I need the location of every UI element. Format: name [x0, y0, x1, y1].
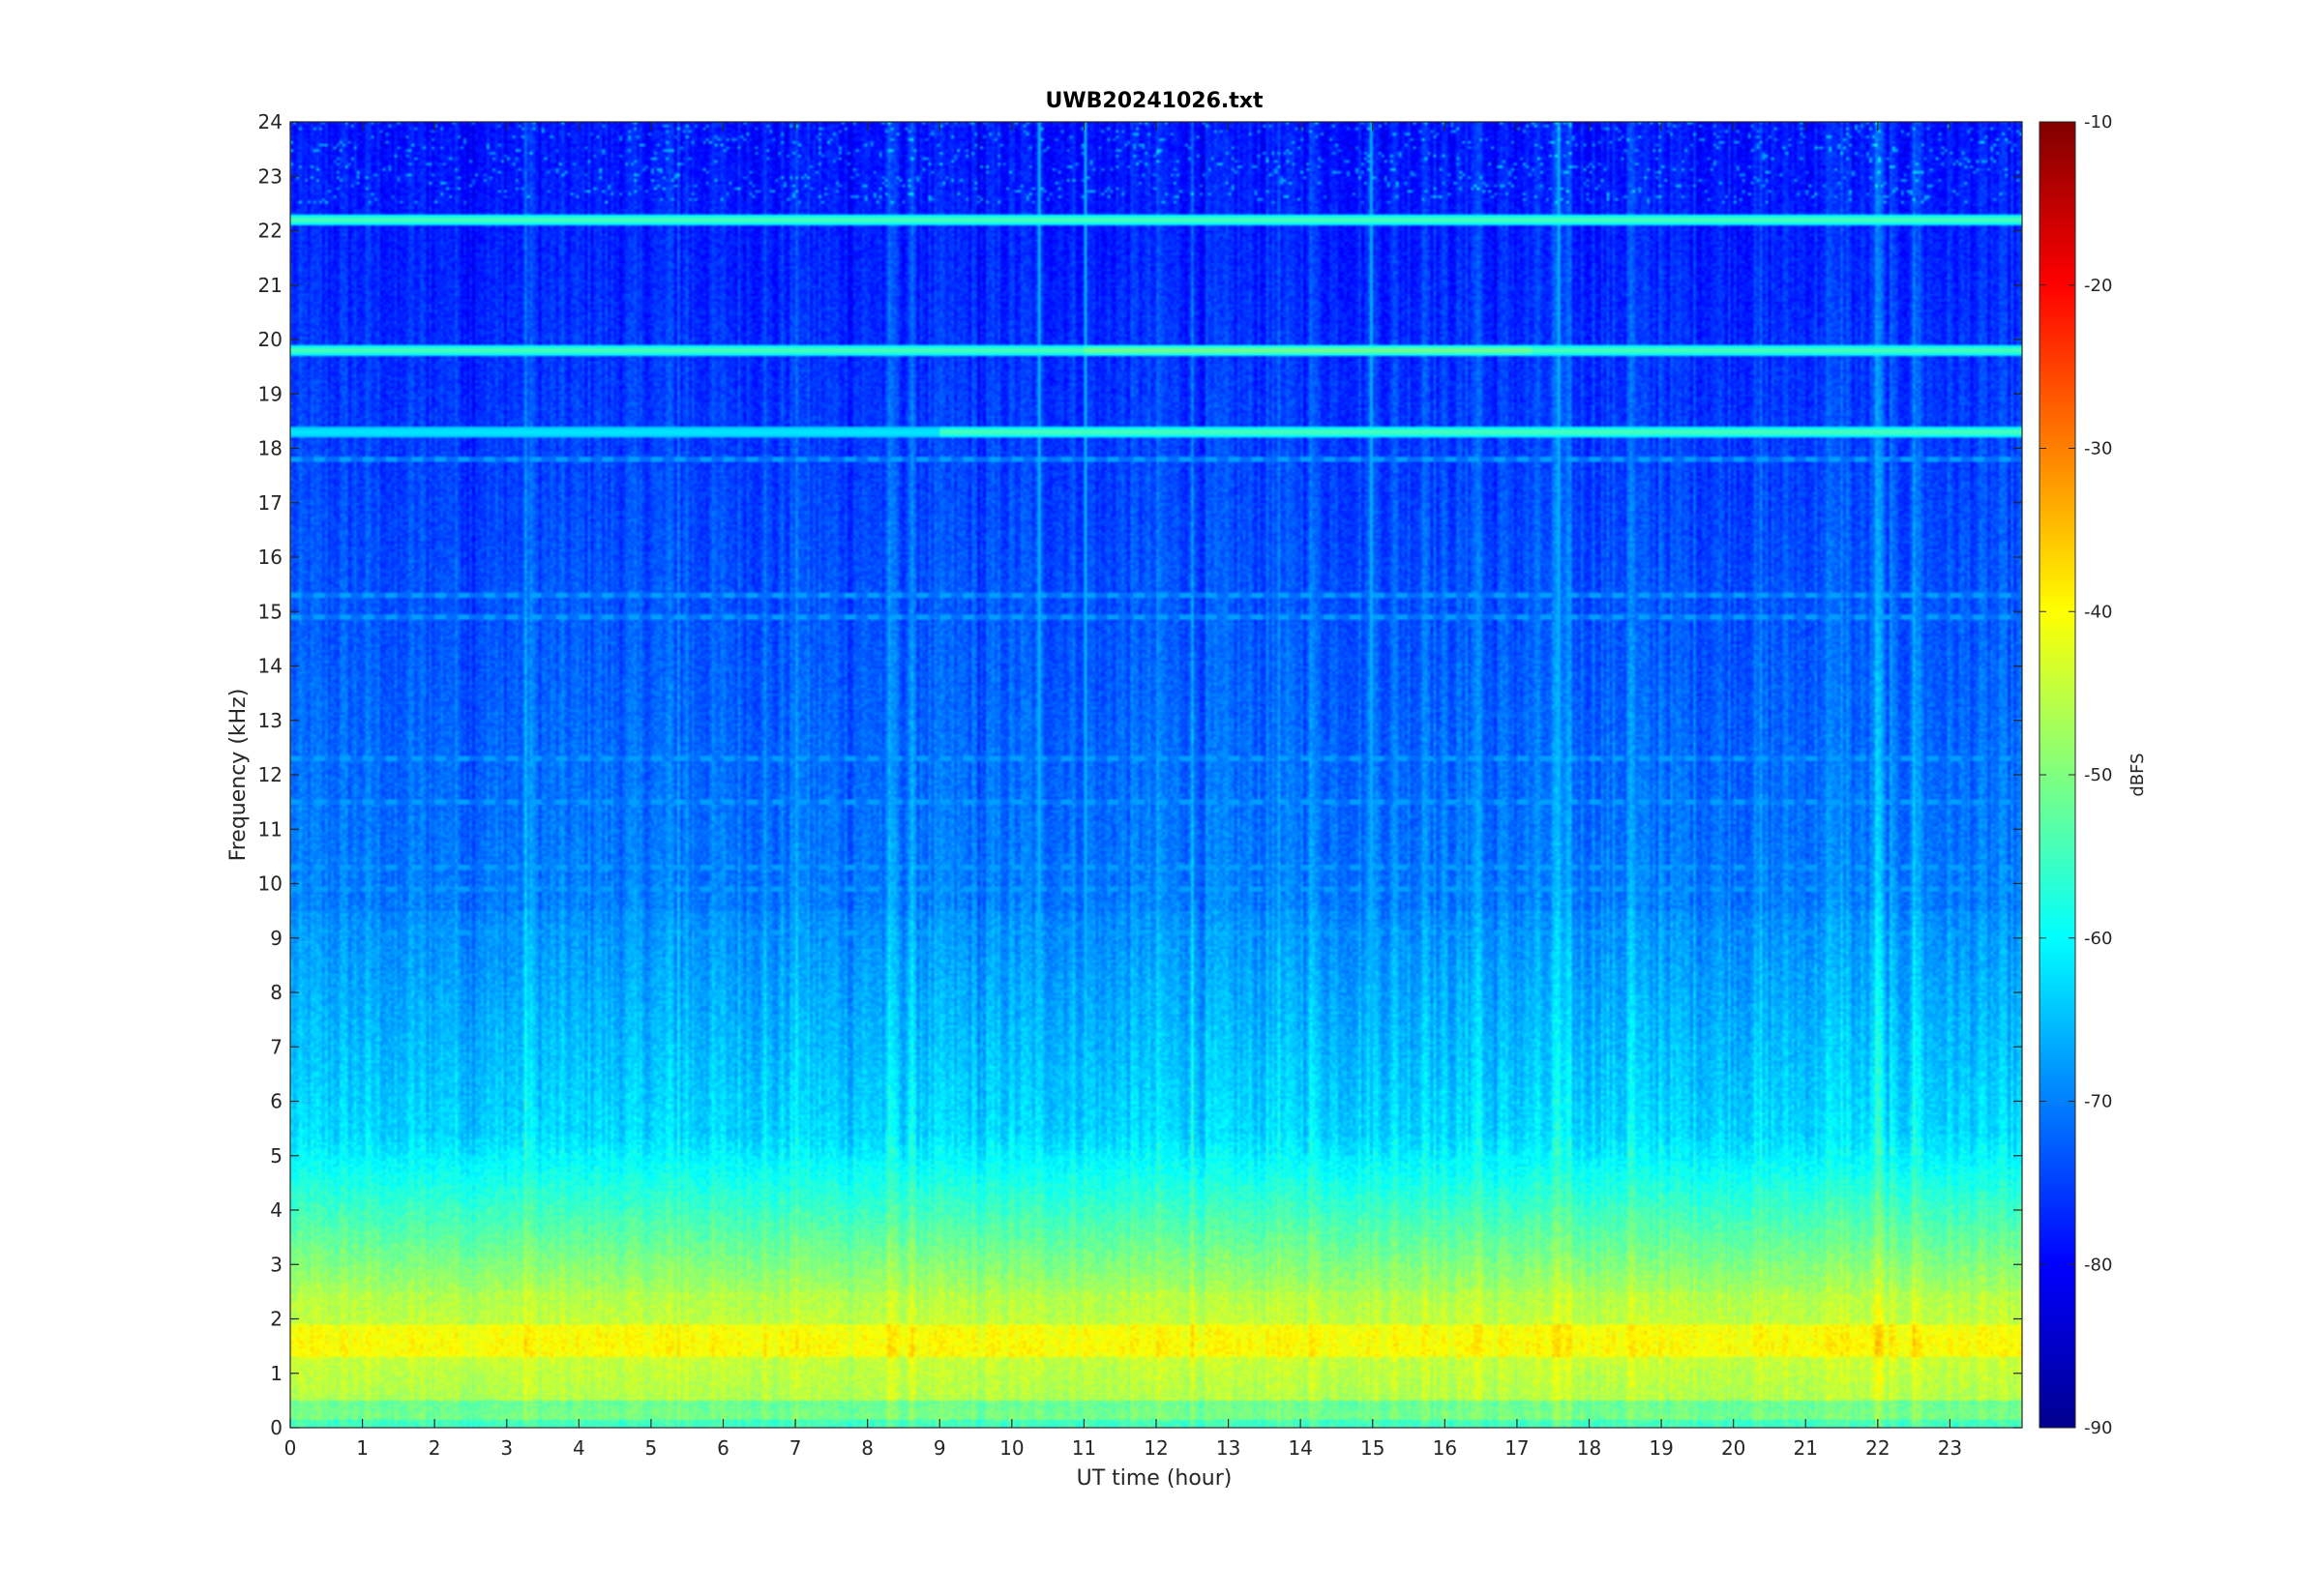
x-tick-label: 13: [1216, 1436, 1240, 1460]
y-tick-label: 9: [270, 927, 283, 950]
y-tick-label: 6: [270, 1090, 283, 1113]
x-tick-label: 2: [429, 1436, 441, 1460]
colorbar-tick-label: -90: [2084, 1418, 2112, 1438]
y-tick-label: 17: [258, 491, 283, 515]
x-tick-label: 21: [1794, 1436, 1818, 1460]
x-tick-label: 7: [789, 1436, 802, 1460]
x-tick-label: 16: [1433, 1436, 1457, 1460]
colorbar-tick-label: -20: [2084, 276, 2112, 296]
x-tick-label: 1: [356, 1436, 369, 1460]
colorbar-tick-label: -50: [2084, 765, 2112, 785]
y-tick-label: 2: [270, 1308, 283, 1331]
y-tick-label: 12: [258, 763, 283, 786]
chart-title: UWB20241026.txt: [1046, 89, 1264, 113]
y-tick-label: 11: [258, 817, 283, 841]
y-tick-label: 24: [258, 110, 283, 133]
y-tick-label: 4: [270, 1198, 283, 1222]
colorbar-tick-label: -60: [2084, 929, 2112, 949]
x-tick-label: 8: [861, 1436, 874, 1460]
x-tick-label: 10: [999, 1436, 1024, 1460]
y-tick-label: 0: [270, 1416, 283, 1439]
x-tick-label: 9: [934, 1436, 946, 1460]
colorbar-tick-label: -70: [2084, 1092, 2112, 1112]
y-tick-label: 7: [270, 1035, 283, 1058]
x-tick-label: 23: [1938, 1436, 1962, 1460]
y-tick-label: 13: [258, 709, 283, 732]
x-axis: 0 1 2 3 4 5 6 7 8 9 10 11 12 13 14 15 16 17 18 19 20 21 22 23: [284, 122, 1962, 1460]
x-tick-label: 4: [573, 1436, 585, 1460]
x-tick-label: 17: [1504, 1436, 1529, 1460]
x-tick-label: 18: [1577, 1436, 1601, 1460]
x-tick-label: 19: [1649, 1436, 1673, 1460]
y-tick-label: 16: [258, 546, 283, 569]
colorbar-tick-label: -40: [2084, 602, 2112, 622]
x-tick-label: 14: [1288, 1436, 1312, 1460]
y-tick-label: 18: [258, 437, 283, 460]
y-tick-label: 19: [258, 382, 283, 405]
y-tick-label: 1: [270, 1362, 283, 1385]
y-tick-label: 14: [258, 655, 283, 678]
x-tick-label: 5: [645, 1436, 658, 1460]
x-tick-label: 12: [1144, 1436, 1168, 1460]
x-tick-label: 6: [717, 1436, 729, 1460]
x-tick-label: 22: [1865, 1436, 1890, 1460]
y-tick-label: 22: [258, 220, 283, 243]
spectrogram-heatmap: [290, 122, 2022, 1428]
y-tick-label: 10: [258, 872, 283, 896]
x-axis-label: UT time (hour): [1077, 1466, 1233, 1491]
y-axis-label: Frequency (kHz): [226, 689, 251, 862]
colorbar-tick-label: -10: [2084, 112, 2112, 133]
colorbar: -10 -20 -30 -40 -50 -60 -70 -80 -90 dBFS: [2039, 112, 2148, 1438]
x-tick-label: 20: [1721, 1436, 1745, 1460]
colorbar-label: dBFS: [2128, 753, 2148, 796]
y-tick-label: 23: [258, 164, 283, 188]
x-tick-label: 15: [1360, 1436, 1384, 1460]
x-tick-label: 0: [284, 1436, 297, 1460]
spectrogram-plot-area: [289, 121, 2023, 1429]
y-tick-label: 3: [270, 1253, 283, 1276]
y-tick-label: 5: [270, 1144, 283, 1167]
y-tick-label: 8: [270, 981, 283, 1004]
colorbar-ticks: -10 -20 -30 -40 -50 -60 -70 -80 -90: [2039, 112, 2112, 1438]
y-tick-label: 20: [258, 328, 283, 351]
y-tick-label: 15: [258, 600, 283, 623]
y-tick-label: 21: [258, 274, 283, 297]
x-tick-label: 3: [500, 1436, 513, 1460]
colorbar-tick-label: -80: [2084, 1255, 2112, 1275]
x-tick-label: 11: [1072, 1436, 1096, 1460]
colorbar-tick-label: -30: [2084, 439, 2112, 459]
